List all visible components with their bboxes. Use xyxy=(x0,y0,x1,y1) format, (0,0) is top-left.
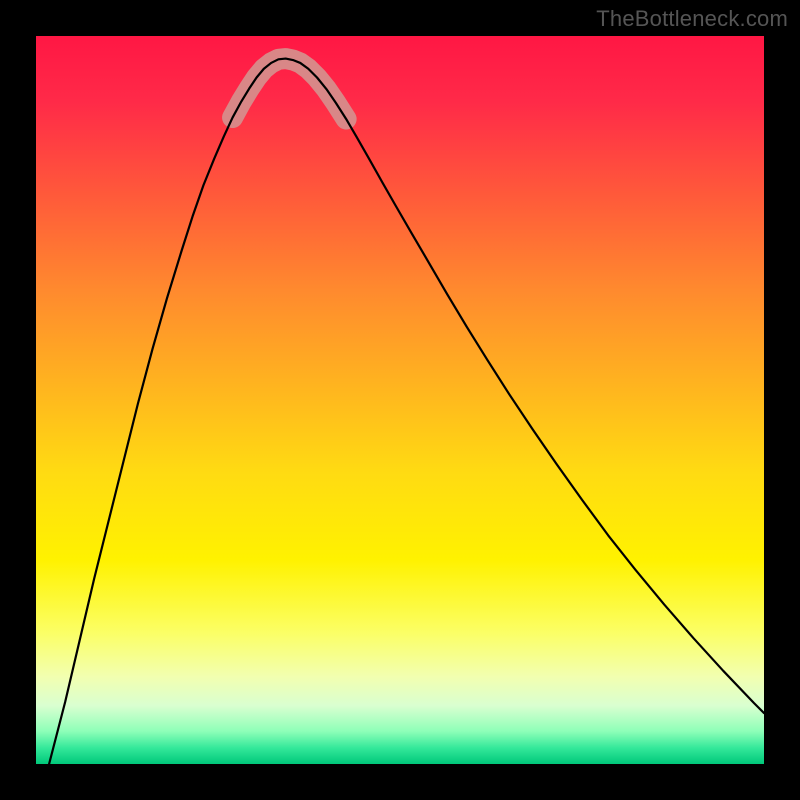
plot-area xyxy=(36,36,764,764)
watermark-text: TheBottleneck.com xyxy=(596,6,788,32)
gradient-background xyxy=(36,36,764,764)
chart-container: TheBottleneck.com xyxy=(0,0,800,800)
